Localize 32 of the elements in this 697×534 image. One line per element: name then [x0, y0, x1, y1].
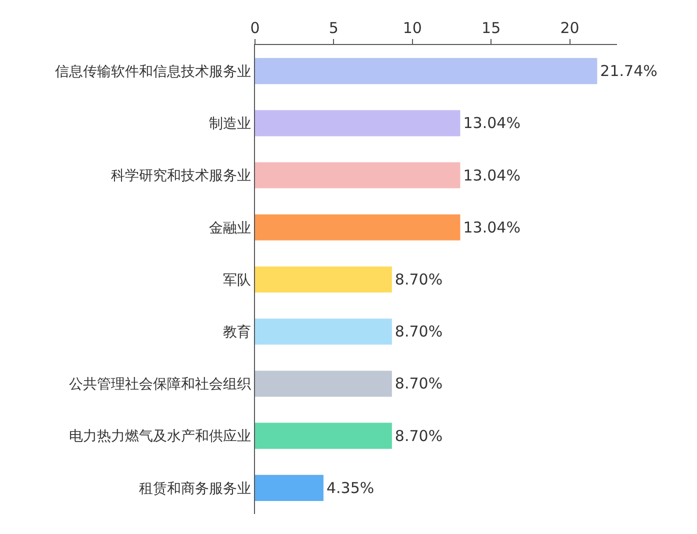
data-label: 8.70%	[394, 270, 443, 288]
data-label: 13.04%	[463, 114, 520, 132]
data-label: 4.35%	[326, 478, 374, 497]
data-label: 8.70%	[394, 374, 443, 393]
data-label: 13.04%	[463, 218, 520, 236]
y-tick-label: 租赁和商务服务业	[139, 480, 252, 497]
data-label: 21.74%	[600, 62, 658, 80]
x-tick-label: 15	[482, 19, 501, 37]
y-tick-label: 公共管理社会保障和社会组织	[69, 376, 252, 393]
bar	[255, 318, 392, 345]
data-label: 13.04%	[463, 166, 520, 184]
bar	[255, 214, 460, 240]
y-tick-label: 电力热力燃气及水产和供应业	[69, 428, 252, 445]
bar	[255, 110, 460, 136]
x-tick-label: 5	[328, 19, 338, 37]
bar	[255, 162, 460, 188]
data-label: 8.70%	[394, 322, 443, 341]
x-tick-label: 20	[560, 19, 580, 37]
bar	[255, 58, 598, 84]
y-tick-label: 金融业	[209, 220, 252, 236]
y-tick-label: 信息传输软件和信息技术服务业	[55, 64, 252, 80]
y-tick-label: 教育	[223, 324, 252, 341]
y-tick-label: 科学研究和技术服务业	[111, 168, 252, 184]
x-tick-label: 0	[250, 19, 260, 37]
x-tick-label: 10	[402, 19, 422, 37]
y-tick-label: 制造业	[209, 116, 252, 132]
y-tick-label: 军队	[223, 272, 252, 288]
bar	[255, 266, 392, 293]
bar	[255, 370, 392, 397]
data-label: 8.70%	[394, 426, 443, 445]
bar	[255, 422, 392, 449]
bar	[255, 474, 324, 501]
